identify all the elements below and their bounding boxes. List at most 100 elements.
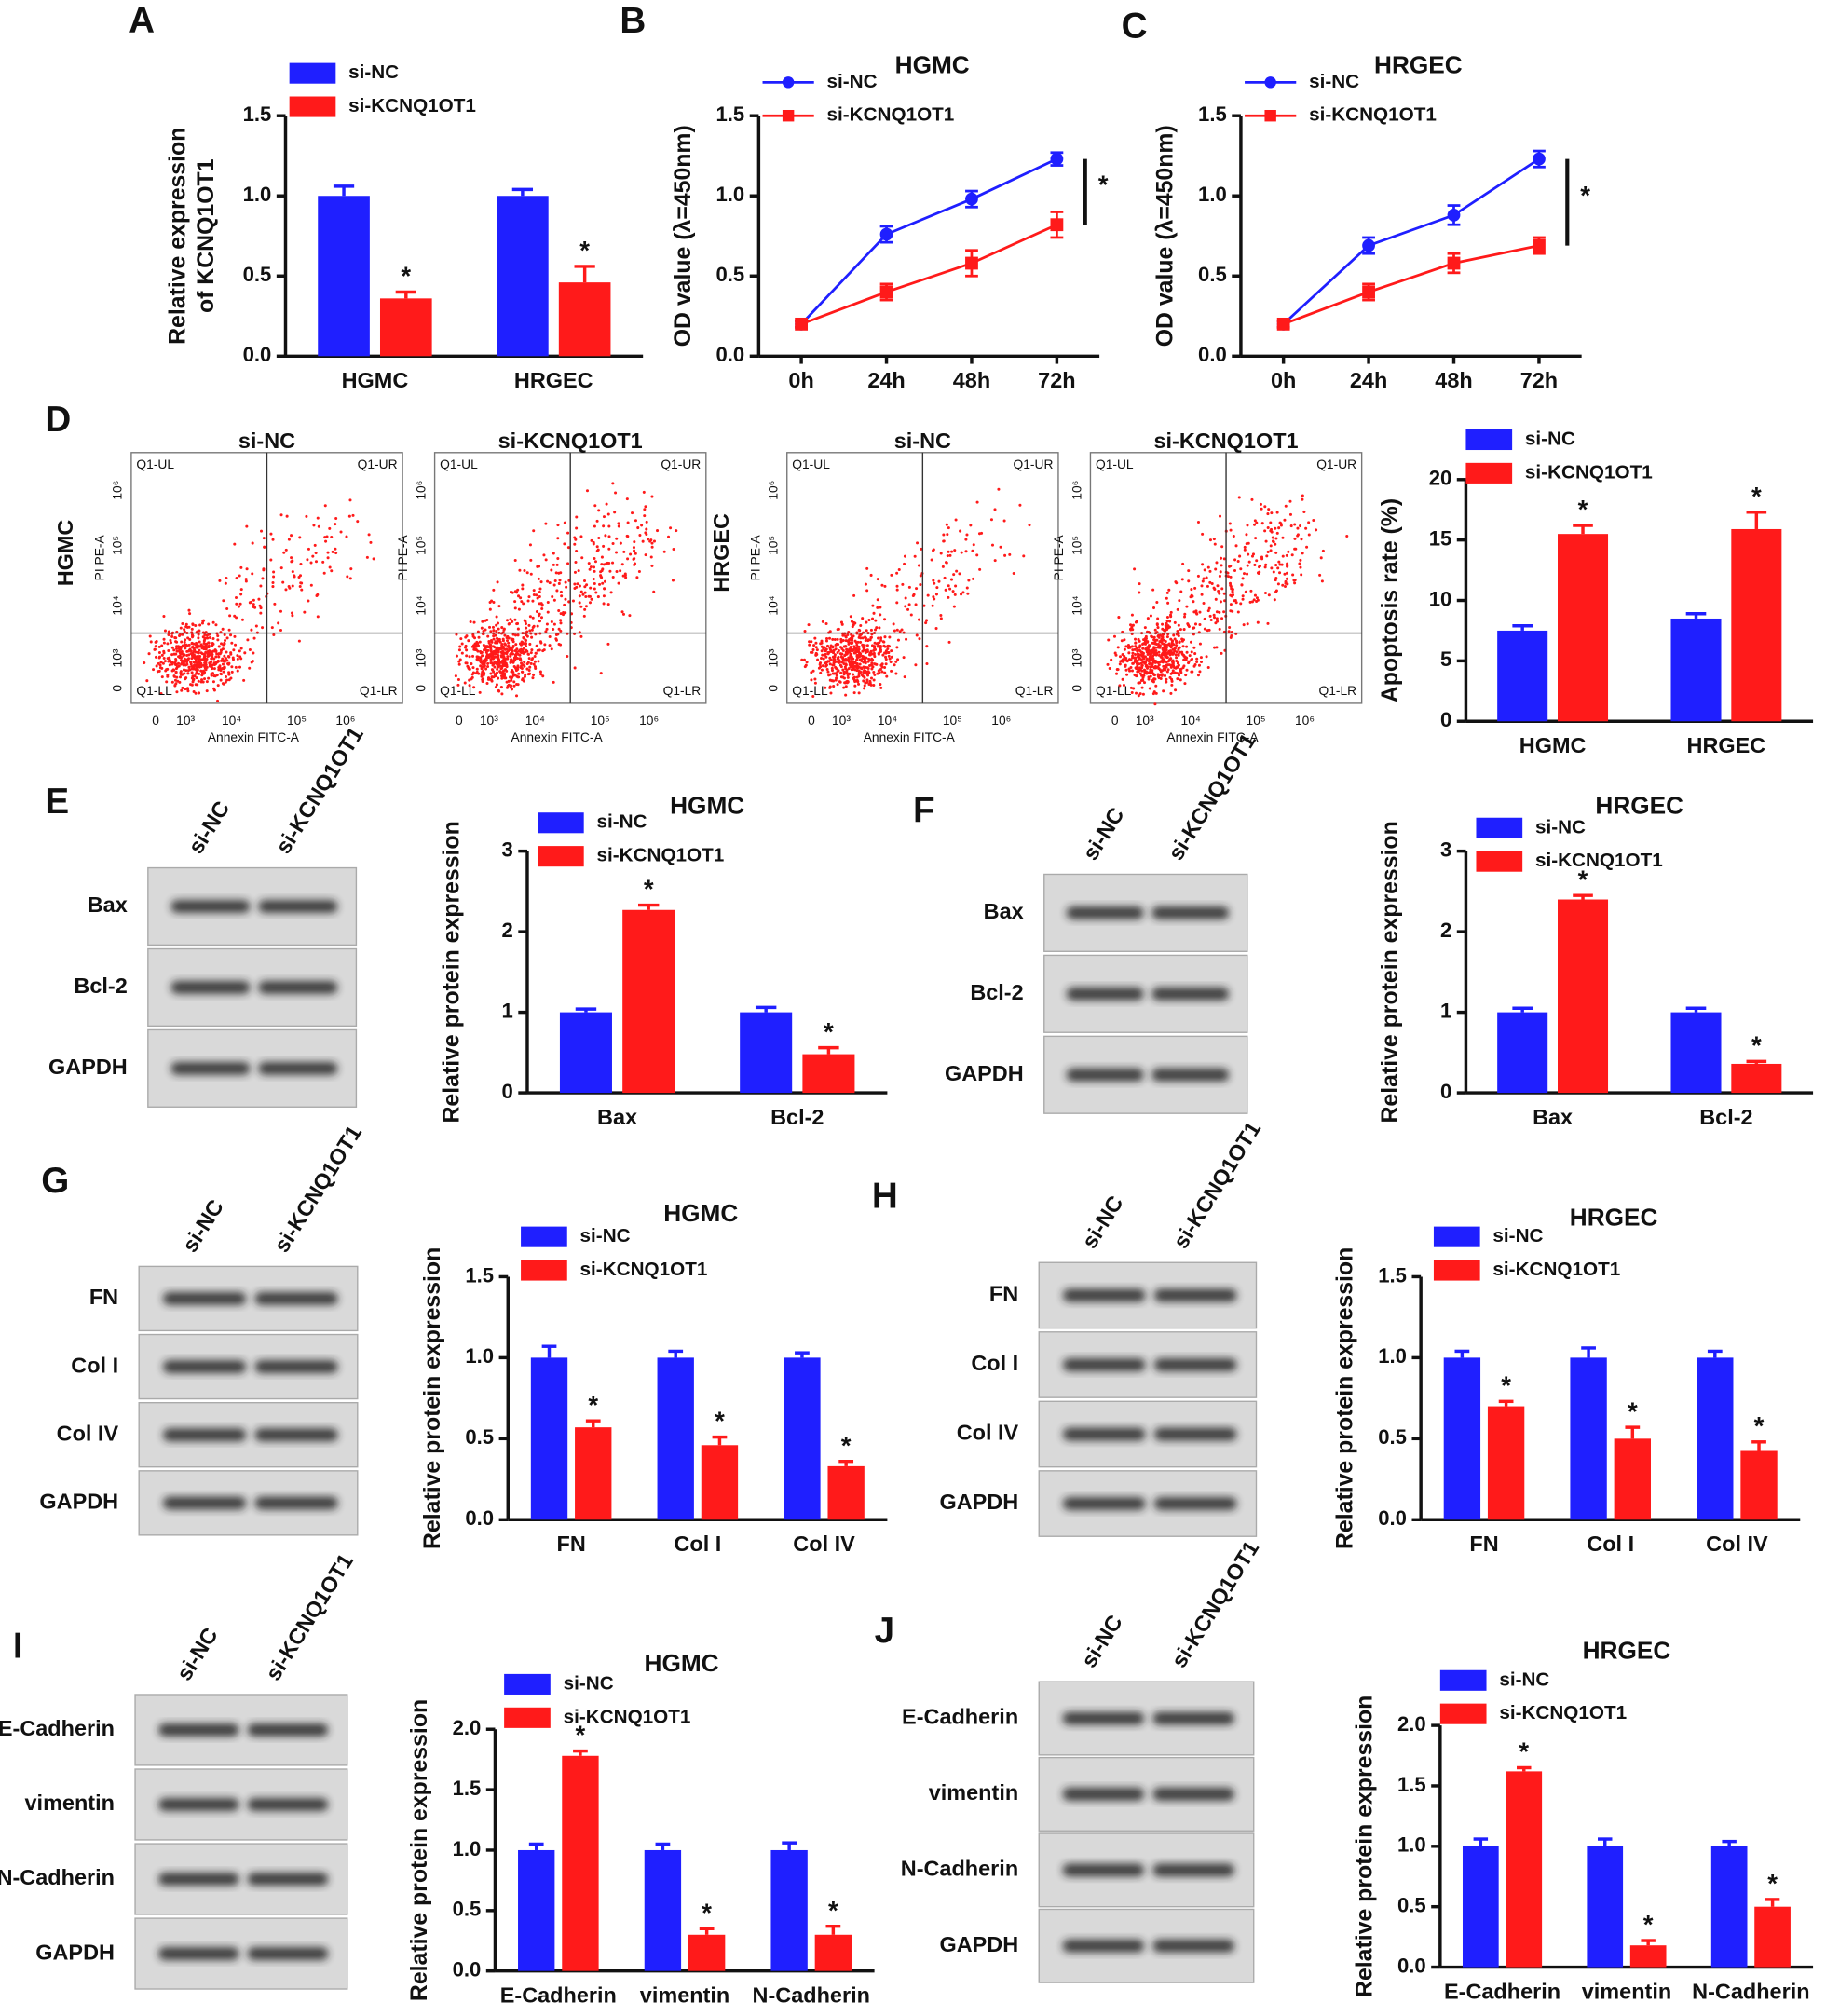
bar <box>701 1445 739 1520</box>
event-dot <box>574 538 578 541</box>
event-dot <box>511 638 514 642</box>
event-dot <box>1150 634 1153 638</box>
event-dot <box>563 521 566 524</box>
event-dot <box>1171 669 1175 673</box>
event-dot <box>615 537 619 540</box>
flow-x-label: Annexin FITC-A <box>208 730 300 744</box>
event-dot <box>1247 541 1250 545</box>
event-dot <box>1170 677 1174 681</box>
event-dot <box>491 654 495 658</box>
event-dot <box>221 682 225 686</box>
event-dot <box>239 565 243 569</box>
event-dot <box>544 630 548 633</box>
event-dot <box>507 679 511 683</box>
event-dot <box>259 611 263 615</box>
event-dot <box>225 606 229 610</box>
event-dot <box>1199 656 1203 660</box>
event-dot <box>1143 661 1147 665</box>
event-dot <box>522 642 525 646</box>
event-dot <box>903 554 906 558</box>
event-dot <box>1188 654 1192 658</box>
event-dot <box>575 515 579 519</box>
event-dot <box>837 649 840 653</box>
event-dot <box>548 644 552 647</box>
event-dot <box>1123 647 1126 651</box>
legend-label: si-KCNQ1OT1 <box>348 95 476 116</box>
event-dot <box>619 569 622 573</box>
event-dot <box>466 664 470 668</box>
event-dot <box>587 594 591 598</box>
event-dot <box>1286 565 1289 568</box>
y-tick-label: 1.0 <box>465 1344 494 1368</box>
event-dot <box>1171 647 1175 651</box>
event-dot <box>219 678 223 682</box>
event-dot <box>883 584 887 588</box>
blot-row-label: GAPDH <box>939 1490 1018 1514</box>
event-dot <box>491 625 495 629</box>
blot-band <box>1153 1288 1237 1302</box>
flow-title: si-NC <box>238 429 295 453</box>
event-dot <box>1179 628 1182 632</box>
y-tick-label: 1.5 <box>1397 1773 1426 1796</box>
event-dot <box>1222 592 1226 595</box>
event-dot <box>821 664 824 668</box>
x-tick-label: Bax <box>1533 1105 1573 1129</box>
event-dot <box>602 515 606 519</box>
event-dot <box>188 637 192 641</box>
event-dot <box>614 491 618 495</box>
y-axis-label: Relative protein expression <box>1333 1247 1358 1549</box>
event-dot <box>862 670 865 674</box>
event-dot <box>817 666 821 670</box>
event-dot <box>961 591 965 594</box>
event-dot <box>958 572 961 576</box>
event-dot <box>884 662 888 666</box>
event-dot <box>815 648 819 652</box>
event-dot <box>194 659 198 662</box>
event-dot <box>477 635 481 639</box>
event-dot <box>593 581 596 585</box>
y-axis-label: OD value (λ=450nm) <box>671 125 696 347</box>
event-dot <box>667 535 671 538</box>
event-dot <box>915 633 919 637</box>
event-dot <box>328 526 332 530</box>
event-dot <box>575 549 579 553</box>
event-dot <box>1131 648 1135 652</box>
event-dot <box>857 645 861 648</box>
x-tick-label: 0h <box>1271 368 1296 392</box>
event-dot <box>865 620 868 624</box>
event-dot <box>313 543 317 547</box>
event-dot <box>259 584 263 588</box>
bar <box>1506 1771 1543 1968</box>
event-dot <box>468 678 471 682</box>
event-dot <box>539 673 543 676</box>
event-dot <box>307 547 310 551</box>
event-dot <box>1149 614 1152 618</box>
event-dot <box>643 514 647 518</box>
event-dot <box>862 661 865 664</box>
event-dot <box>178 633 182 637</box>
event-dot <box>465 648 469 652</box>
event-dot <box>522 679 525 683</box>
event-dot <box>214 623 218 627</box>
event-dot <box>1187 579 1191 583</box>
event-dot <box>1345 535 1349 538</box>
event-dot <box>199 680 203 684</box>
event-dot <box>166 642 170 646</box>
flow-y-tick: 10⁴ <box>1070 595 1083 615</box>
lane-label: si-KCNQ1OT1 <box>1166 1536 1263 1671</box>
y-tick-label: 1.5 <box>1198 102 1227 126</box>
event-dot <box>1182 615 1187 619</box>
event-dot <box>1166 601 1170 605</box>
event-dot <box>1165 680 1168 684</box>
event-dot <box>605 502 608 506</box>
event-dot <box>883 645 887 648</box>
event-dot <box>1229 603 1233 606</box>
event-dot <box>325 535 329 538</box>
event-dot <box>224 680 227 684</box>
event-dot <box>502 659 506 662</box>
event-dot <box>467 639 470 643</box>
event-dot <box>314 552 318 555</box>
event-dot <box>859 640 863 644</box>
event-dot <box>864 661 867 665</box>
event-dot <box>861 654 865 658</box>
